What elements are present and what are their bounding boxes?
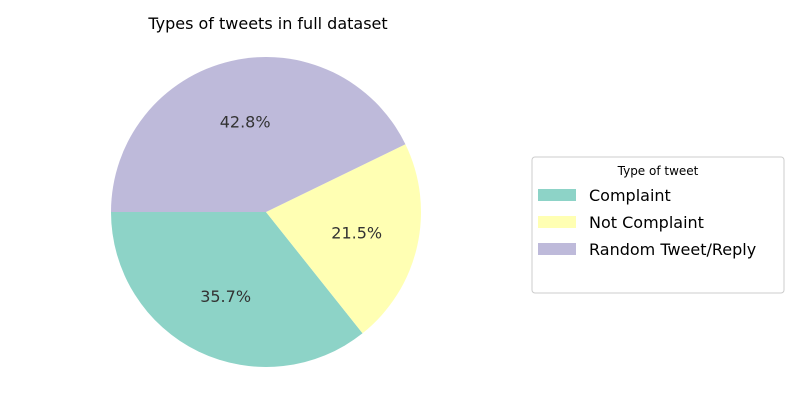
pie-percent-label: 21.5% xyxy=(331,224,382,243)
pie-percent-label: 35.7% xyxy=(200,287,251,306)
pie-percent-label: 42.8% xyxy=(220,112,271,131)
legend-label: Complaint xyxy=(589,186,671,205)
legend-swatch xyxy=(538,216,576,228)
legend-title: Type of tweet xyxy=(617,164,699,178)
pie-slice-random-tweet-reply xyxy=(111,56,406,212)
legend-label: Not Complaint xyxy=(589,213,704,232)
legend-items: Complaint Not Complaint Random Tweet/Reply xyxy=(538,186,756,259)
legend-swatch xyxy=(538,189,576,201)
legend-swatch xyxy=(538,243,576,255)
pie-slice-not-complaint xyxy=(266,144,421,334)
pie-slices xyxy=(111,56,421,367)
legend-label: Random Tweet/Reply xyxy=(589,240,756,259)
legend-frame xyxy=(531,156,785,294)
chart-title: Types of tweets in full dataset xyxy=(147,14,387,33)
pie-percent-labels: 35.7% 21.5% 42.8% xyxy=(200,112,382,305)
legend: Type of tweet Complaint Not Complaint Rand… xyxy=(531,156,785,294)
pie-slice-complaint xyxy=(111,212,363,367)
